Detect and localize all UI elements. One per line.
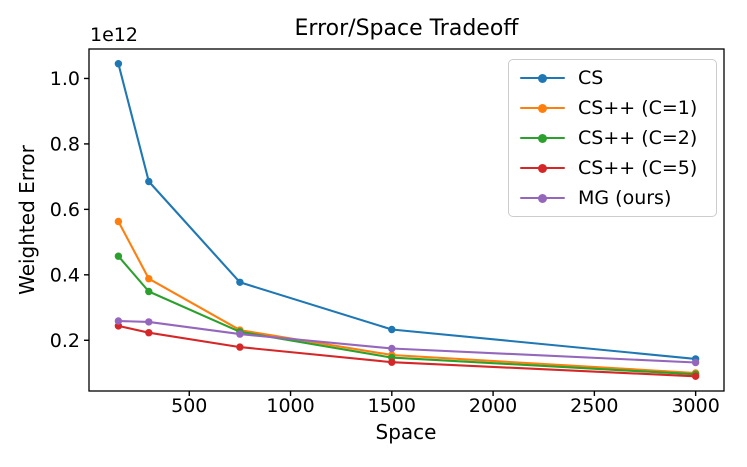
legend-line-marker-icon (520, 133, 565, 143)
data-point (388, 344, 396, 353)
x-tick-label: 2500 (570, 395, 618, 417)
data-point (236, 278, 244, 286)
data-point (145, 275, 153, 283)
legend-line-marker-icon (520, 73, 565, 83)
data-point (388, 358, 396, 366)
x-tick-label: 3000 (671, 395, 719, 417)
data-point (114, 252, 123, 260)
legend-line-marker-icon (520, 103, 565, 113)
x-tick-label: 2000 (469, 395, 517, 417)
data-point (236, 343, 244, 351)
x-axis-label: Space (375, 420, 437, 444)
legend-line-marker-icon (520, 193, 565, 203)
y-tick-label: 0.2 (50, 330, 80, 352)
legend-label: CS++ (C=1) (578, 97, 698, 119)
legend-item: CS++ (C=1) (520, 93, 706, 123)
data-point (236, 330, 244, 338)
y-axis-label: Weighted Error (15, 145, 39, 295)
legend: CS CS++ (C=1) CS++ (C=2) CS++ (C=5) MG (ours… (508, 59, 717, 217)
legend-line-marker-icon (520, 163, 565, 173)
series-MG (ours) (114, 317, 700, 367)
data-point (145, 177, 153, 186)
y-tick-label: 0.4 (50, 264, 80, 286)
legend-item: CS++ (C=5) (520, 153, 706, 183)
data-point (145, 318, 153, 326)
y-tick-label: 1.0 (50, 68, 80, 90)
legend-label: CS (578, 67, 604, 89)
y-tick-label: 0.6 (50, 199, 80, 221)
legend-label: CS++ (C=5) (578, 157, 698, 179)
legend-item: CS (520, 63, 706, 93)
data-point (114, 317, 123, 325)
legend-label: MG (ours) (578, 187, 672, 209)
legend-item: CS++ (C=2) (520, 123, 706, 153)
x-tick-label: 1500 (368, 395, 416, 417)
data-point (114, 217, 123, 226)
legend-label: CS++ (C=2) (578, 127, 698, 149)
data-point (114, 60, 123, 68)
chart-title: Error/Space Tradeoff (294, 16, 519, 41)
data-point (691, 358, 700, 367)
x-tick-label: 500 (171, 395, 207, 417)
axes-spines (88, 48, 725, 392)
series-CS (114, 60, 700, 363)
data-point (388, 325, 396, 334)
y-tick-label: 0.8 (50, 133, 80, 155)
x-tick-label: 1000 (266, 395, 314, 417)
data-point (145, 329, 153, 337)
y-axis-offset-text: 1e12 (90, 24, 138, 46)
data-point (145, 287, 153, 296)
data-point (691, 372, 700, 380)
legend-item: MG (ours) (520, 183, 706, 213)
